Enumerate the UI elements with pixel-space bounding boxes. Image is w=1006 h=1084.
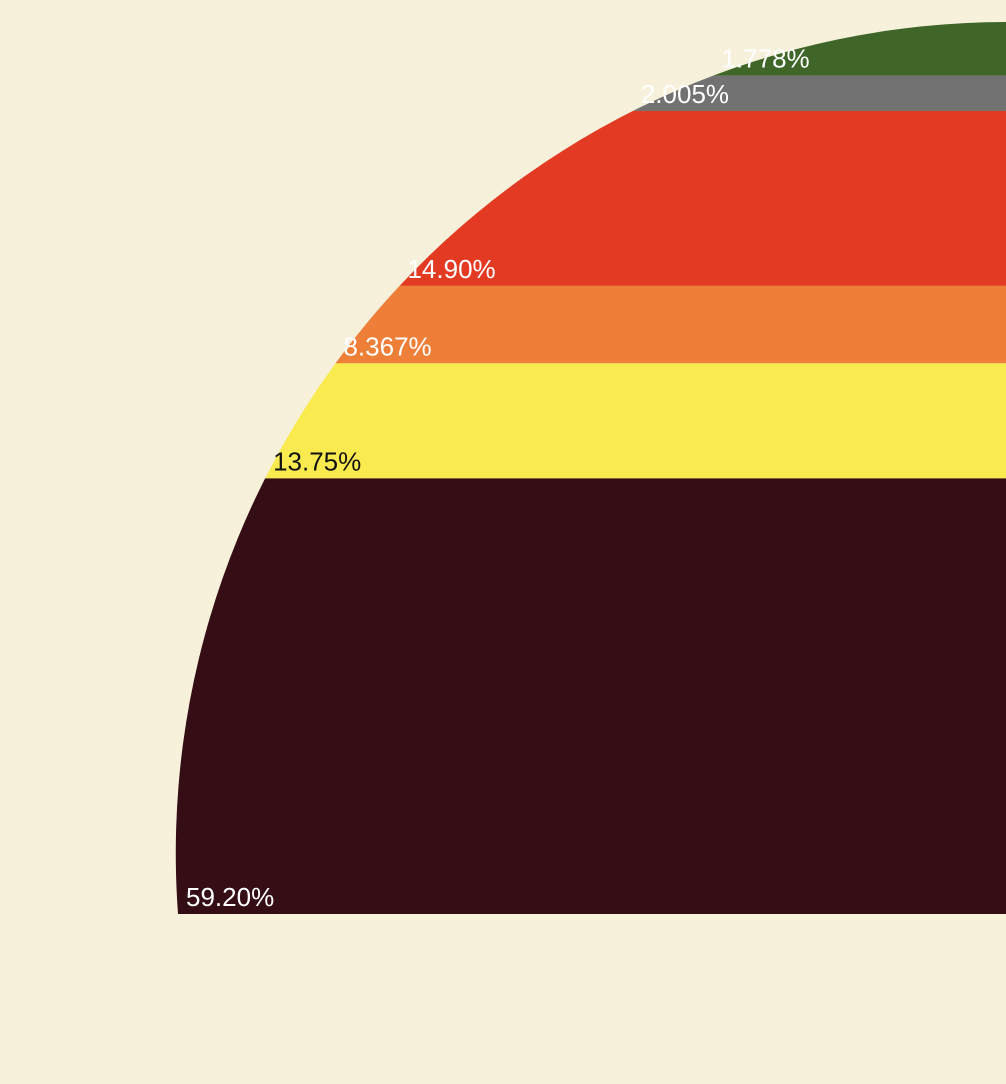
band-label-5: 13.75%: [273, 446, 361, 476]
band-label-6: 59.20%: [186, 882, 274, 912]
band-1: [175, 22, 1006, 76]
band-label-1: 1.778%: [721, 44, 809, 74]
band-3: [175, 110, 1006, 286]
band-label-3: 14.90%: [407, 254, 495, 284]
band-4: [175, 285, 1006, 364]
band-label-2: 2.005%: [641, 79, 729, 109]
band-2: [175, 75, 1006, 111]
band-5: [175, 363, 1006, 479]
label-group: 1.778% 2.005% 14.90% 8.367% 13.75% 59.20%: [186, 44, 810, 912]
band-group: [175, 22, 1006, 914]
band-label-4: 8.367%: [343, 331, 431, 361]
band-6: [175, 478, 1006, 914]
